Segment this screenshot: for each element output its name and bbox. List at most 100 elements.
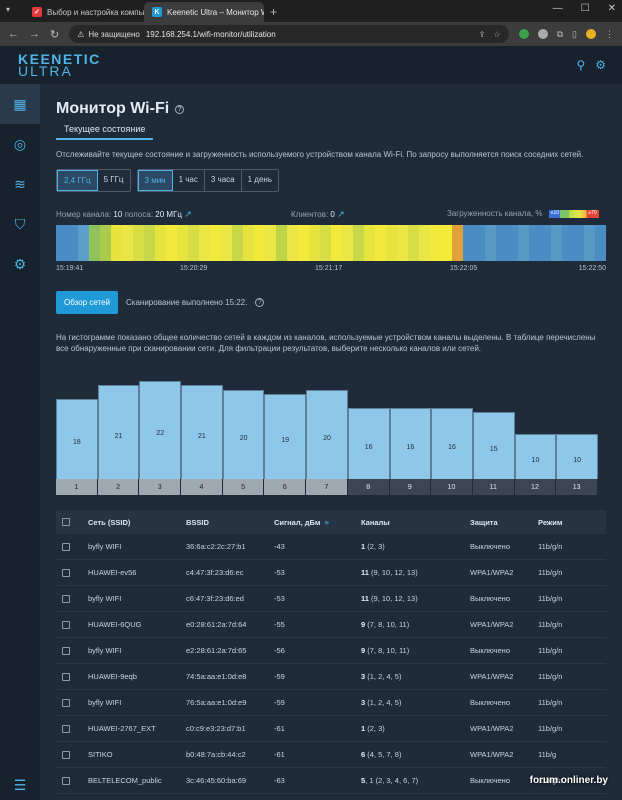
histogram-bar[interactable]: 10 xyxy=(514,434,557,479)
row-checkbox[interactable] xyxy=(62,672,70,681)
row-checkbox[interactable] xyxy=(62,568,70,577)
row-checkbox[interactable] xyxy=(62,646,70,655)
security-indicator[interactable]: ⚠ Не защищено xyxy=(77,29,140,39)
table-row[interactable]: SITIKO b0:48:7a:cb:44:c2 -61 6 (4, 5, 7, 8)… xyxy=(56,742,606,768)
forward-icon[interactable]: → xyxy=(29,28,40,40)
header-channels[interactable]: Каналы xyxy=(361,517,390,527)
sort-icon[interactable]: ≡ xyxy=(324,517,329,527)
sidebar-wifi[interactable]: ≋ xyxy=(0,164,40,204)
table-row[interactable]: HUAWEI-6QUG e0:28:61:2a:7d:64 -55 9 (7, 8, … xyxy=(56,612,606,638)
sidebar-management[interactable]: ⚙ xyxy=(0,244,40,284)
histogram-bar[interactable]: 21 xyxy=(181,385,223,479)
external-link-icon[interactable]: ↗ xyxy=(337,209,345,219)
minimize-icon[interactable]: — xyxy=(552,3,563,14)
keenetic-logo[interactable]: KEENETIC ULTRA xyxy=(18,52,101,78)
histogram-bar[interactable]: 16 xyxy=(431,407,473,479)
period-3min-button[interactable]: 3 мин xyxy=(137,170,173,191)
maximize-icon[interactable]: ☐ xyxy=(580,3,590,14)
histogram-bar[interactable]: 18 xyxy=(56,398,98,479)
reload-icon[interactable]: ↻ xyxy=(50,28,60,41)
table-row[interactable]: WLAN_2.4G_BA683c:46:45:60:ba:68-655, 1 (… xyxy=(56,794,606,800)
row-checkbox[interactable] xyxy=(62,542,70,551)
histogram-bar[interactable]: 19 xyxy=(264,394,307,479)
table-row[interactable]: HUAWEI-2767_EXT c0:c9:e3:23:d7:b1 -61 1 (2,… xyxy=(56,716,606,742)
row-checkbox[interactable] xyxy=(62,594,70,603)
avatar[interactable] xyxy=(586,29,596,39)
channel-tick-label[interactable]: 12 xyxy=(514,479,557,495)
sidebar-internet[interactable]: ◎ xyxy=(0,124,40,164)
star-icon[interactable]: ☆ xyxy=(493,29,501,39)
browser-tab-1[interactable]: ✓ Выбор и настройка компьютер ✕ xyxy=(24,2,144,22)
sidebar-dashboard[interactable]: ▦ xyxy=(0,84,40,124)
share-icon[interactable]: ⇪ xyxy=(478,29,486,39)
table-row[interactable]: byfly WIFI e2:28:61:2a:7d:65 -56 9 (7, 8, 1… xyxy=(56,638,606,664)
channel-tick-label[interactable]: 4 xyxy=(181,479,223,495)
table-row[interactable]: byfly WIFI c6:47:3f:23:d6:ed -53 11 (9, 10,… xyxy=(56,586,606,612)
help-icon[interactable]: ? xyxy=(255,298,265,307)
tab-current-state[interactable]: Текущее состояние xyxy=(56,124,154,140)
channel-tick-label[interactable]: 10 xyxy=(431,479,473,495)
row-checkbox[interactable] xyxy=(62,620,70,629)
url-field[interactable]: ⚠ Не защищено 192.168.254.1/wifi-monitor… xyxy=(69,25,509,43)
channel-tick-label[interactable]: 11 xyxy=(472,479,515,495)
channel-tick-label[interactable]: 2 xyxy=(97,479,140,495)
histogram-bar[interactable]: 16 xyxy=(389,407,432,479)
histogram-bar[interactable]: 10 xyxy=(556,434,598,479)
table-row[interactable]: BELTELECOM_public 3c:46:45:60:ba:69 -63 5, … xyxy=(56,768,606,794)
table-row[interactable]: byfly WIFI 36:6a:c2:2c:27:b1 -43 1 (2, 3) Вы… xyxy=(56,534,606,560)
channel-tick-label[interactable]: 6 xyxy=(264,479,307,495)
extension-shield-icon[interactable] xyxy=(518,29,529,39)
menu-kebab-icon[interactable]: ⋮ xyxy=(605,28,614,39)
table-row[interactable]: HUAWEI-9eqb 74:5a:aa:e1:0d:e8 -59 3 (1, 2, … xyxy=(56,664,606,690)
extensions-icon[interactable]: ⧉ xyxy=(556,28,564,39)
period-3h-button[interactable]: 3 часа xyxy=(205,170,242,191)
channel-tick-label[interactable]: 1 xyxy=(56,479,98,495)
scan-networks-button[interactable]: Обзор сетей xyxy=(56,291,119,314)
histogram-bar[interactable]: 20 xyxy=(222,389,265,479)
hamburger-menu-icon[interactable]: ☰ xyxy=(13,777,27,793)
bar-value-label: 16 xyxy=(364,443,373,451)
help-icon[interactable]: ? xyxy=(175,104,185,114)
channel-tick-label[interactable]: 5 xyxy=(222,479,265,495)
close-window-icon[interactable]: ✕ xyxy=(607,3,616,14)
row-checkbox[interactable] xyxy=(62,724,70,733)
header-mode[interactable]: Режим xyxy=(538,517,563,527)
period-1h-button[interactable]: 1 час xyxy=(173,170,205,191)
settings-gear-icon[interactable]: ⚙ xyxy=(595,58,606,72)
band-5-button[interactable]: 5 ГГц xyxy=(103,175,124,184)
channel-tick-label[interactable]: 3 xyxy=(139,479,182,495)
cell-mode: 11b/g/n xyxy=(538,724,563,733)
channel-tick-label[interactable]: 7 xyxy=(306,479,348,495)
histogram-bar[interactable]: 21 xyxy=(97,385,140,479)
table-row[interactable]: HUAWEI-ev56 c4:47:3f:23:d6:ec -53 11 (9, 10… xyxy=(56,560,606,586)
header-bssid[interactable]: BSSID xyxy=(186,517,209,527)
table-row[interactable]: byfly WIFI 76:5a:aa:e1:0d:e9 -59 3 (1, 2, 4… xyxy=(56,690,606,716)
back-icon[interactable]: ← xyxy=(8,28,19,40)
browser-tab-2[interactable]: K Keenetic Ultra – Монитор Wi-Fi ✕ xyxy=(144,2,264,22)
tab-search-icon[interactable]: ▾ xyxy=(6,5,11,14)
histogram-bar[interactable]: 22 xyxy=(139,380,182,479)
header-signal[interactable]: Сигнал, дБм ≡ xyxy=(274,518,329,527)
new-tab-button[interactable]: + xyxy=(270,5,278,19)
url-text[interactable]: 192.168.254.1/wifi-monitor/utilization xyxy=(145,29,276,39)
channel-tick-label[interactable]: 8 xyxy=(347,479,390,495)
search-icon[interactable]: ⚲ xyxy=(576,58,586,72)
external-link-icon[interactable]: ↗ xyxy=(184,209,192,219)
sidebar-security[interactable]: ⛉ xyxy=(0,204,40,244)
heatmap-cell xyxy=(452,225,463,261)
histogram-bar[interactable]: 20 xyxy=(306,389,348,479)
row-checkbox[interactable] xyxy=(62,698,70,707)
histogram-bar[interactable]: 16 xyxy=(347,407,390,479)
band-2-4-button[interactable]: 2,4 ГГц xyxy=(57,170,98,191)
sidepanel-icon[interactable]: ▯ xyxy=(572,28,577,39)
row-checkbox[interactable] xyxy=(62,750,70,759)
header-security[interactable]: Защита xyxy=(470,517,498,527)
period-1d-button[interactable]: 1 день xyxy=(247,175,272,184)
histogram-bar[interactable]: 15 xyxy=(472,412,515,479)
channel-tick-label[interactable]: 9 xyxy=(389,479,432,495)
select-all-checkbox[interactable] xyxy=(62,518,70,526)
row-checkbox[interactable] xyxy=(62,776,70,785)
header-ssid[interactable]: Сеть (SSID) xyxy=(88,517,131,527)
extension-gear-icon[interactable] xyxy=(537,29,548,39)
channel-tick-label[interactable]: 13 xyxy=(556,479,598,495)
